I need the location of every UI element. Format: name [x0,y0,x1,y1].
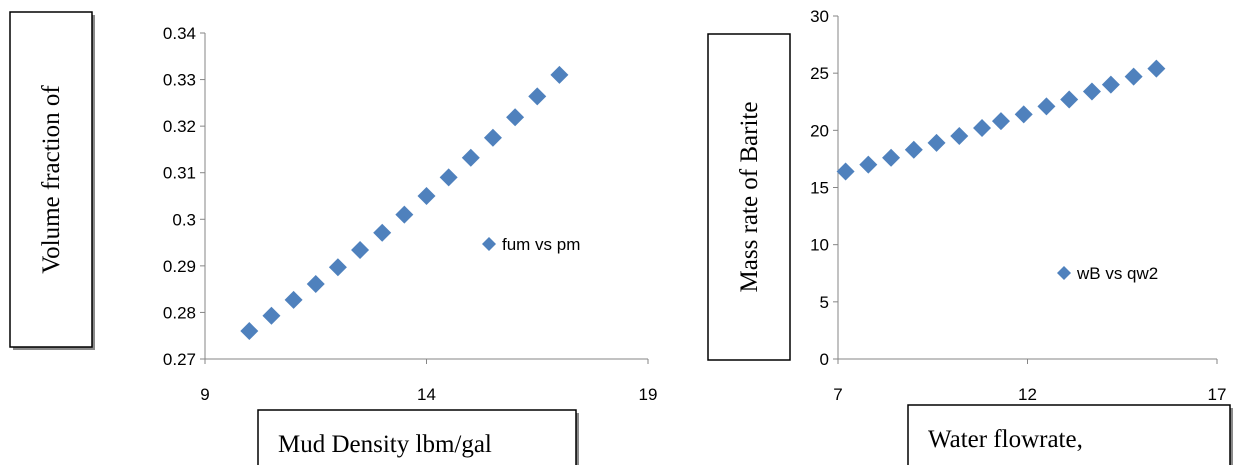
x-tick-label: 12 [1018,385,1037,404]
y-tick-label: 25 [810,64,829,83]
data-point [991,112,1010,131]
data-point [439,168,458,187]
data-point [417,187,436,205]
y-label-box [9,11,93,348]
legend-marker [1057,266,1071,280]
y-tick-label: 20 [810,121,829,140]
data-point [1147,59,1166,78]
legend-label: fum vs pm [502,235,580,254]
y-axis-title: Mass rate of Barite [736,102,763,293]
y-tick-label: 0 [820,350,829,369]
y-tick-label: 0.27 [163,350,196,369]
y-tick-label: 0.33 [163,71,196,90]
x-axis-title: Water flowrate, [928,426,1083,453]
data-point [973,119,992,138]
data-point [950,127,969,146]
legend-marker [482,237,496,251]
data-point [1124,67,1143,86]
data-point [328,258,347,277]
data-point [1060,90,1079,109]
data-point [836,162,855,181]
y-label-box [707,33,791,361]
y-tick-label: 5 [820,293,829,312]
y-tick-label: 0.34 [163,24,196,43]
legend: fum vs pm [482,235,580,254]
legend-label: wB vs qw2 [1076,264,1158,283]
data-point [395,205,414,224]
x-tick-label: 7 [833,385,842,404]
data-point [1101,75,1120,94]
x-tick-label: 9 [200,385,209,404]
y-tick-label: 10 [810,236,829,255]
data-point [904,140,923,159]
data-point [1037,97,1056,116]
y-axis-title: Volume fraction of [38,85,65,274]
data-point [483,128,502,147]
data-point [306,275,325,294]
y-tick-label: 0.29 [163,257,196,276]
x-tick-label: 17 [1208,385,1227,404]
y-tick-label: 15 [810,179,829,198]
chart-1: 0.27 0.28 0.29 0.3 0.31 0.32 0.33 0.34 9 14 19 fum … [9,11,658,465]
chart-2: 0 5 10 15 20 25 30 7 12 17 wB vs qw2 Mass rate of B… [707,7,1233,465]
legend: wB vs qw2 [1057,264,1158,283]
x-tick-label: 19 [639,385,658,404]
y-tick-label: 0.32 [163,117,196,136]
data-point [528,87,547,106]
data-point [351,241,370,260]
data-point [882,148,901,167]
y-tick-label: 30 [810,7,829,26]
data-point [284,290,303,309]
data-point [927,133,946,152]
data-point [550,65,569,84]
x-tick-label: 14 [417,385,436,404]
x-label-box [257,409,577,465]
x-label-box [907,404,1231,465]
data-point [1014,105,1033,124]
data-point [240,322,259,341]
data-point [506,108,525,127]
data-point [262,306,281,325]
data-point [373,223,392,242]
y-tick-label: 0.3 [172,210,196,229]
data-point [1082,82,1101,101]
data-point [461,148,480,167]
y-tick-label: 0.31 [163,164,196,183]
data-point [859,155,878,174]
x-axis-title: Mud Density lbm/gal [278,431,492,458]
y-tick-label: 0.28 [163,303,196,322]
